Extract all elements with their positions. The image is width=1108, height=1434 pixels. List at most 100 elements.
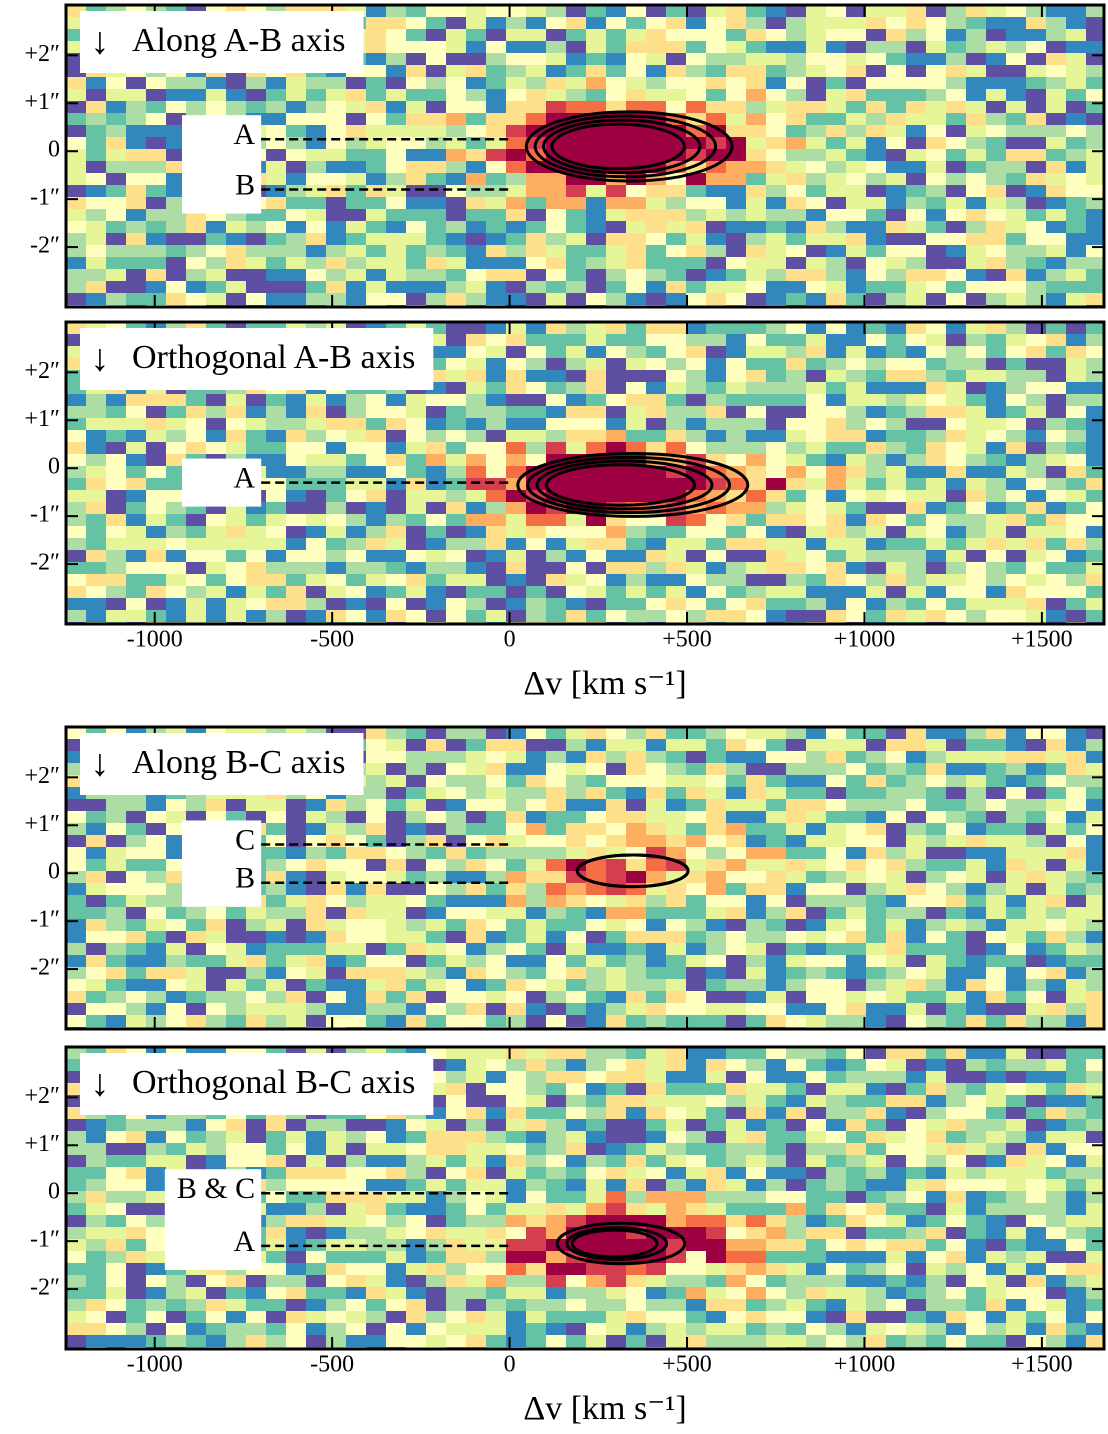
heatmap-cell [966,53,986,65]
heatmap-cell [286,454,306,466]
heatmap-cell [1026,370,1046,382]
heatmap-cell [526,775,546,787]
heatmap-cell [986,334,1006,346]
heatmap-cell [106,293,126,305]
heatmap-cell [366,41,386,53]
heatmap-cell [826,1155,846,1167]
heatmap-cell [186,89,206,101]
heatmap-cell [946,562,966,574]
heatmap-cell [966,233,986,245]
heatmap-cell [586,269,606,281]
heatmap-cell [806,538,826,550]
heatmap-cell [866,979,886,991]
heatmap-cell [266,847,286,859]
heatmap-cell [546,967,566,979]
heatmap-cell [1066,418,1086,430]
heatmap-cell [646,1203,666,1215]
heatmap-cell [666,346,686,358]
heatmap-cell [386,1003,406,1015]
heatmap-cell [306,562,326,574]
heatmap-cell [706,101,726,113]
heatmap-cell [846,574,866,586]
heatmap-cell [766,442,786,454]
heatmap-cell [866,53,886,65]
heatmap-cell [726,751,746,763]
heatmap-cell [526,1179,546,1191]
heatmap-cell [1086,751,1104,763]
heatmap-cell [106,478,126,490]
heatmap-cell [826,418,846,430]
heatmap-cell [326,257,346,269]
heatmap-cell [906,514,926,526]
heatmap-cell [886,943,906,955]
heatmap-cell [86,1131,106,1143]
heatmap-cell [1046,137,1066,149]
heatmap-cell [406,65,426,77]
heatmap-cell [646,257,666,269]
heatmap-cell [826,991,846,1003]
heatmap-cell [1066,233,1086,245]
heatmap-cell [326,1119,346,1131]
heatmap-cell [466,257,486,269]
heatmap-cell [186,610,206,622]
heatmap-cell [926,1191,946,1203]
heatmap-cell [926,574,946,586]
heatmap-cell [386,979,406,991]
heatmap-cell [226,1119,246,1131]
heatmap-cell [986,1155,1006,1167]
heatmap-cell [266,1167,286,1179]
heatmap-cell [466,1095,486,1107]
heatmap-cell [86,967,106,979]
heatmap-cell [326,538,346,550]
heatmap-cell [186,1143,206,1155]
heatmap-cell [1046,478,1066,490]
heatmap-cell [966,1191,986,1203]
heatmap-cell [66,538,86,550]
heatmap-cell [586,478,606,490]
heatmap-cell [66,991,86,1003]
heatmap-cell [326,586,346,598]
heatmap-cell [686,598,706,610]
heatmap-cell [766,245,786,257]
heatmap-cell [146,1179,166,1191]
heatmap-cell [266,1015,286,1027]
heatmap-cell [146,1203,166,1215]
heatmap-cell [546,89,566,101]
heatmap-cell [446,1155,466,1167]
heatmap-cell [1006,137,1026,149]
heatmap-cell [946,269,966,281]
heatmap-cell [266,526,286,538]
heatmap-cell [1006,883,1026,895]
heatmap-cell [1026,538,1046,550]
heatmap-cell [446,1059,466,1071]
heatmap-cell [146,406,166,418]
heatmap-cell [1046,823,1066,835]
heatmap-cell [486,293,506,305]
heatmap-cell [926,1107,946,1119]
heatmap-cell [866,1059,886,1071]
heatmap-cell [286,883,306,895]
heatmap-cell [386,77,406,89]
heatmap-cell [286,1003,306,1015]
heatmap-cell [686,907,706,919]
heatmap-cell [1046,185,1066,197]
heatmap-cell [1006,1155,1026,1167]
heatmap-cell [266,454,286,466]
heatmap-cell [506,859,526,871]
heatmap-cell [1026,77,1046,89]
heatmap-cell [426,979,446,991]
heatmap-cell [526,1107,546,1119]
heatmap-cell [846,41,866,53]
heatmap-cell [966,787,986,799]
heatmap-cell [826,550,846,562]
heatmap-cell [186,1015,206,1027]
heatmap-cell [646,562,666,574]
heatmap-cell [886,1095,906,1107]
heatmap-cell [886,931,906,943]
heatmap-cell [786,502,806,514]
heatmap-cell [506,871,526,883]
heatmap-cell [666,1003,686,1015]
heatmap-cell [726,293,746,305]
heatmap-cell [146,550,166,562]
heatmap-cell [886,1179,906,1191]
